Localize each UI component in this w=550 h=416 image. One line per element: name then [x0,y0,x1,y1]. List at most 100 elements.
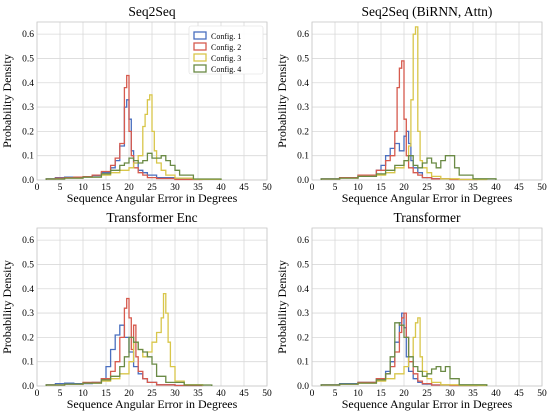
series-line-2 [45,297,204,387]
x-tick-label: 10 [353,183,363,193]
legend-swatch [193,42,207,51]
x-tick-label: 50 [262,389,272,399]
x-tick-label: 35 [468,183,478,193]
x-tick-label: 45 [239,389,249,399]
x-tick-label: 0 [35,183,40,193]
x-tick-label: 10 [78,389,88,399]
x-tick-label: 5 [58,183,63,193]
x-tick-label: 25 [147,389,157,399]
chart-title: Transformer [394,210,461,225]
x-tick-label: 30 [170,389,180,399]
legend-swatch [193,31,207,40]
x-axis-label: Sequence Angular Error in Degrees [67,191,238,205]
x-tick-label: 30 [445,389,455,399]
x-tick-label: 50 [537,183,547,193]
y-tick-label: 0.2 [22,333,34,343]
x-tick-label: 20 [124,183,134,193]
y-tick-label: 0.1 [22,152,34,162]
x-tick-label: 25 [422,183,432,193]
x-tick-label: 35 [193,389,203,399]
y-axis-label: Probability Density [275,260,289,354]
y-tick-label: 0.5 [22,260,34,270]
x-tick-label: 15 [101,389,111,399]
x-axis-label: Sequence Angular Error in Degrees [342,191,513,205]
x-tick-label: 40 [491,183,501,193]
y-tick-label: 0.0 [297,176,309,186]
series-line-4 [320,322,488,386]
series-line-4 [45,336,213,386]
x-tick-label: 25 [422,389,432,399]
x-tick-label: 15 [376,183,386,193]
panel-a: 0 5 10 15 20 25 30 35 40 45 50 0.0 0.1 0.2 0.3 0.4 0.5 0.… [0,4,272,205]
panel-c: 0 5 10 15 20 25 30 35 40 45 50 0.0 0.1 0.2 0.3 0.4 0.5 0.… [0,210,272,411]
y-tick-label: 0.4 [22,79,34,89]
x-tick-label: 5 [333,183,338,193]
y-tick-label: 0.4 [297,79,309,89]
chart-title: Transformer Enc [106,210,197,225]
x-tick-label: 0 [310,389,315,399]
x-tick-label: 0 [310,183,315,193]
y-tick-label: 0.4 [22,285,34,295]
x-tick-label: 10 [353,389,363,399]
x-tick-label: 20 [124,389,134,399]
x-tick-label: 5 [333,389,338,399]
x-tick-label: 5 [58,389,63,399]
plot-area [36,21,268,181]
x-axis-label: Sequence Angular Error in Degrees [342,397,513,411]
x-tick-label: 15 [376,389,386,399]
plot-area [311,21,543,181]
legend: Config. 1 Config. 2 Config. 3 Config. 4 [188,25,264,75]
x-axis-label: Sequence Angular Error in Degrees [67,397,238,411]
x-tick-label: 40 [491,389,501,399]
y-axis-label: Probability Density [0,54,14,148]
legend-swatch [193,64,207,73]
chart-title: Seq2Seq [128,4,176,19]
plot-area [36,227,268,387]
y-tick-label: 0.0 [22,382,34,392]
y-tick-label: 0.5 [297,54,309,64]
legend-label: Config. 2 [211,43,241,52]
y-tick-label: 0.6 [22,236,34,246]
y-axis-label: Probability Density [275,54,289,148]
x-tick-label: 35 [193,183,203,193]
y-tick-label: 0.1 [22,358,34,368]
y-tick-label: 0.6 [297,236,309,246]
x-tick-label: 35 [468,389,478,399]
x-tick-label: 30 [445,183,455,193]
series-line-3 [45,292,204,386]
y-tick-label: 0.2 [297,127,309,137]
y-tick-label: 0.4 [297,285,309,295]
x-tick-label: 0 [35,389,40,399]
y-tick-label: 0.5 [22,54,34,64]
y-tick-label: 0.1 [297,152,309,162]
chart-title: Seq2Seq (BiRNN, Attn) [362,4,493,19]
x-tick-label: 20 [399,183,409,193]
y-tick-label: 0.0 [22,176,34,186]
x-tick-label: 45 [514,389,524,399]
series-line-2 [45,74,204,181]
y-tick-label: 0.5 [297,260,309,270]
x-tick-label: 45 [514,183,524,193]
y-tick-label: 0.1 [297,358,309,368]
x-tick-label: 40 [216,389,226,399]
series-line-3 [45,94,222,180]
legend-frame [188,25,264,75]
panel-d: 0 5 10 15 20 25 30 35 40 45 50 0.0 0.1 0.2 0.3 0.4 0.5 0.… [275,210,547,411]
legend-swatch [193,53,207,62]
y-tick-label: 0.6 [22,30,34,40]
y-tick-label: 0.3 [22,309,34,319]
series-line-2 [320,312,479,387]
x-tick-label: 20 [399,389,409,399]
series-line-4 [320,155,497,180]
plot-area [311,227,543,387]
x-tick-label: 50 [537,389,547,399]
legend-label: Config. 1 [211,32,241,41]
legend-label: Config. 3 [211,54,241,63]
y-tick-label: 0.0 [297,382,309,392]
x-tick-label: 25 [147,183,157,193]
x-tick-label: 40 [216,183,226,193]
x-tick-label: 10 [78,183,88,193]
y-tick-label: 0.2 [22,127,34,137]
panel-b: 0 5 10 15 20 25 30 35 40 45 50 0.0 0.1 0.2 0.3 0.4 0.5 0.… [275,4,547,205]
y-tick-label: 0.6 [297,30,309,40]
